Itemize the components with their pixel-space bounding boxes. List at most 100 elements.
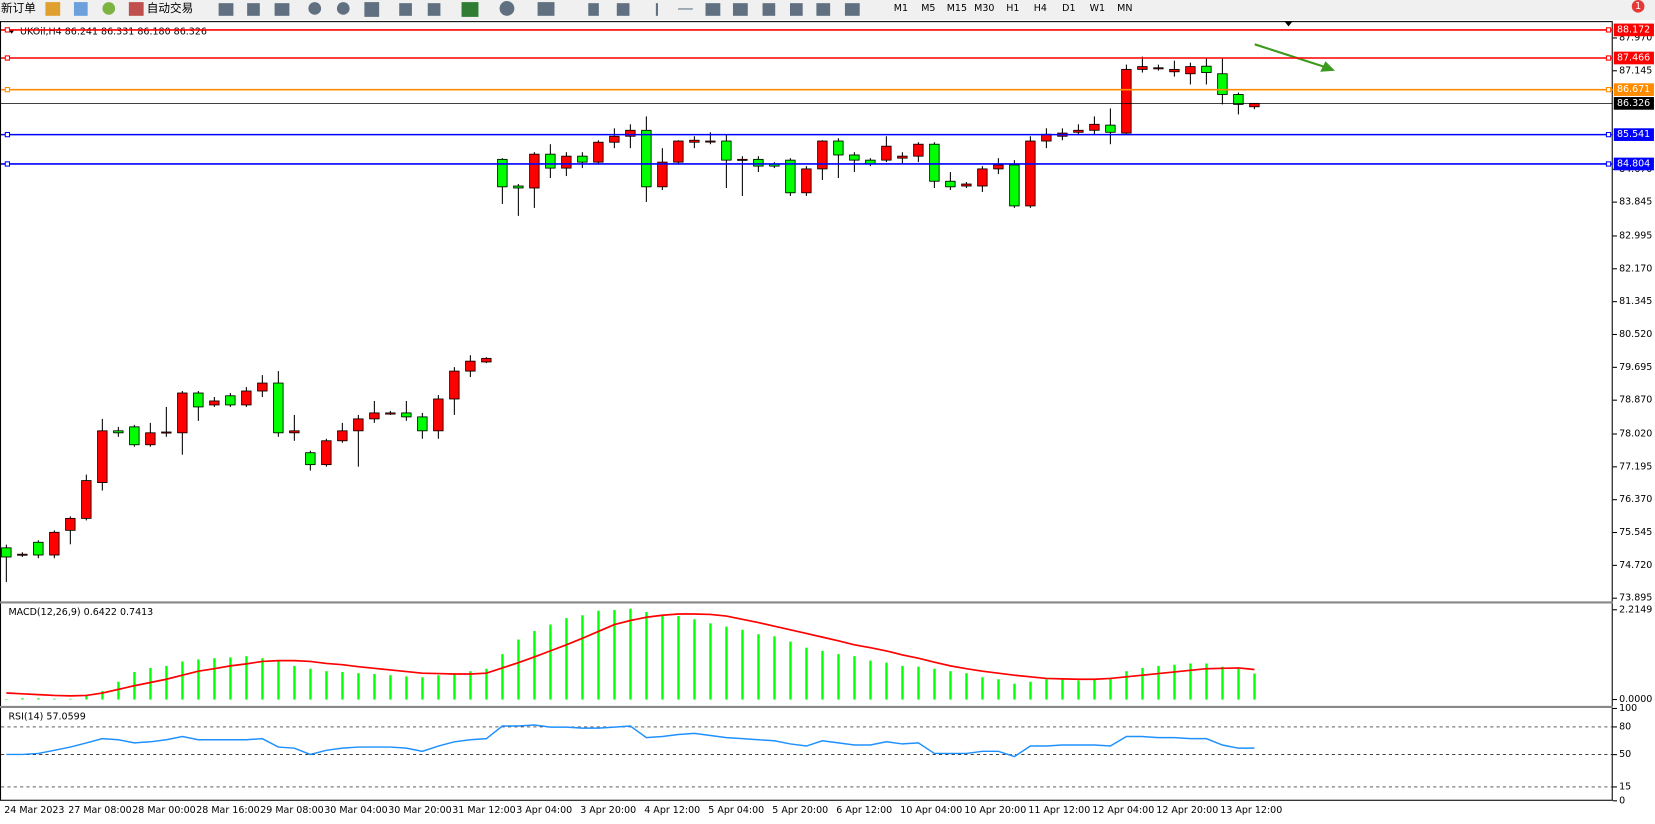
icon[interactable] (705, 3, 721, 16)
candle-body (1105, 124, 1116, 133)
icon[interactable] (427, 3, 441, 16)
y-tick-label: 82.995 (1619, 230, 1652, 241)
icon[interactable] (732, 3, 748, 16)
candle-body (241, 390, 252, 406)
candle-body (721, 140, 732, 161)
macd-value: 0.6422 (84, 606, 117, 617)
timeframe-button[interactable]: M1 (894, 3, 908, 14)
candle-body (1, 547, 12, 558)
icon[interactable] (128, 2, 144, 16)
icon[interactable] (247, 3, 260, 16)
candle-body (49, 531, 60, 556)
timeframe-button[interactable]: D1 (1062, 3, 1075, 14)
timeframe-button[interactable]: H1 (1006, 3, 1019, 14)
candle-body (945, 180, 956, 188)
icon[interactable] (218, 3, 234, 16)
timeframe-button[interactable]: M15 (947, 3, 967, 14)
icon[interactable] (616, 3, 630, 16)
macd-bar (1157, 665, 1160, 700)
icon[interactable] (790, 3, 803, 16)
macd-bar (149, 667, 152, 700)
icon[interactable] (336, 2, 350, 15)
candle-body (193, 392, 204, 408)
macd-bar (101, 691, 104, 700)
notification-badge[interactable] (1631, 0, 1645, 13)
auto-trading-button[interactable]: 自动交易 (147, 1, 193, 15)
high-label: 86.331 (101, 26, 134, 37)
macd-bar (709, 623, 712, 700)
y-tick-label: 80.520 (1619, 329, 1652, 340)
hline-price-label: 87.466 (1617, 53, 1650, 64)
icon[interactable] (762, 3, 776, 16)
timeframe-button[interactable]: W1 (1090, 3, 1105, 14)
macd-bar (405, 676, 408, 700)
rsi-title: RSI(14) (8, 711, 43, 722)
line-handle (1605, 87, 1612, 93)
macd-bar (389, 675, 392, 700)
macd-bar (1125, 671, 1128, 700)
candle-body (1009, 164, 1020, 207)
candle-body (257, 382, 268, 392)
y-tick-label: 87.970 (1619, 32, 1652, 43)
x-tick-label: 30 Mar 04:00 (324, 805, 387, 816)
icon[interactable] (274, 3, 290, 16)
macd-bar (645, 612, 648, 700)
macd-bar (277, 661, 280, 700)
candle-body (1217, 73, 1228, 95)
icon[interactable] (308, 2, 322, 15)
icon[interactable] (102, 2, 116, 15)
annotation-arrow (1254, 43, 1327, 69)
macd-bar (581, 615, 584, 700)
icon[interactable] (399, 3, 412, 16)
y-tick-label: 50 (1619, 749, 1631, 760)
timeframe-button[interactable]: H4 (1034, 3, 1047, 14)
icon[interactable] (499, 1, 515, 16)
candle-body (1089, 123, 1100, 131)
y-tick-label: 0 (1619, 795, 1625, 806)
icon[interactable] (588, 3, 599, 16)
icon[interactable] (537, 2, 555, 16)
candle-body (977, 168, 988, 187)
icon[interactable] (73, 2, 88, 16)
y-tick-label: 73.895 (1619, 593, 1652, 604)
candle-body (785, 159, 796, 194)
candle-body (1121, 68, 1132, 134)
new-order-button[interactable]: 新订单 (1, 1, 36, 15)
candle-body (625, 129, 636, 137)
macd-bar (309, 668, 312, 700)
icon[interactable] (844, 3, 860, 16)
icon[interactable] (816, 3, 831, 16)
macd-bar (1029, 681, 1032, 700)
timeframe-button[interactable]: M30 (974, 3, 994, 14)
candle-body (529, 153, 540, 189)
hline-price-box (1613, 51, 1654, 65)
line-handle (1605, 27, 1612, 33)
candle-body (465, 360, 476, 372)
macd-bar (501, 654, 504, 700)
macd-bar (533, 631, 536, 700)
chart-header: UKOil,H4 86.241 86.331 86.180 86.326 (20, 26, 207, 37)
macd-bar (117, 681, 120, 700)
macd-bar (997, 679, 1000, 700)
timeframe-button[interactable]: M5 (921, 3, 935, 14)
icon[interactable] (678, 8, 693, 10)
macd-bar (917, 666, 920, 700)
icon[interactable] (45, 2, 61, 16)
x-tick-label: 6 Apr 12:00 (836, 805, 892, 816)
icon[interactable] (655, 3, 658, 16)
current-price-label: 86.326 (1617, 98, 1650, 109)
candle-body (737, 158, 748, 161)
timeframe-button[interactable]: MN (1117, 3, 1132, 14)
hline-price-box (1613, 83, 1654, 96)
icon[interactable] (364, 2, 380, 17)
candle-body (321, 440, 332, 466)
macd-bar (53, 698, 56, 700)
candle-body (561, 155, 572, 169)
icon[interactable] (461, 2, 479, 17)
y-tick-label: 74.720 (1619, 560, 1652, 571)
macd-bar (341, 671, 344, 700)
x-tick-label: 10 Apr 20:00 (964, 805, 1026, 816)
hline-price-label: 86.671 (1617, 84, 1650, 95)
candle-body (1185, 66, 1196, 75)
